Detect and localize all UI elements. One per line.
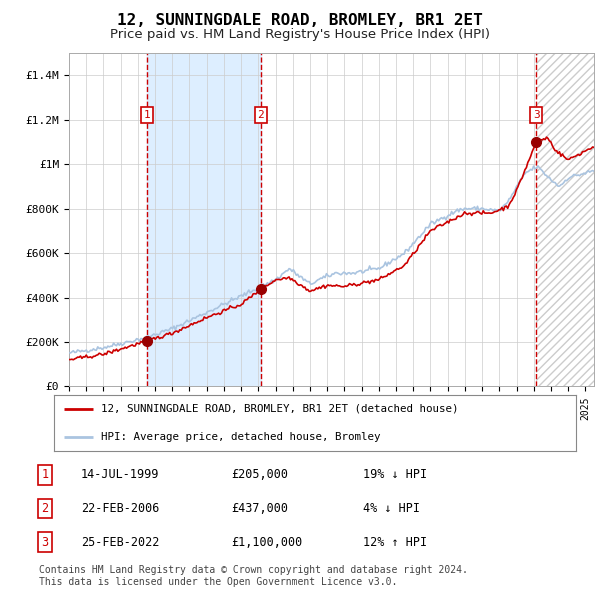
Text: 1: 1 — [41, 468, 49, 481]
Text: £205,000: £205,000 — [231, 468, 288, 481]
Bar — [147, 53, 261, 386]
Text: Price paid vs. HM Land Registry's House Price Index (HPI): Price paid vs. HM Land Registry's House … — [110, 28, 490, 41]
Text: 3: 3 — [533, 110, 540, 120]
Text: 12, SUNNINGDALE ROAD, BROMLEY, BR1 2ET (detached house): 12, SUNNINGDALE ROAD, BROMLEY, BR1 2ET (… — [101, 404, 458, 414]
Text: 2: 2 — [41, 502, 49, 515]
Text: 12% ↑ HPI: 12% ↑ HPI — [363, 536, 427, 549]
Text: 14-JUL-1999: 14-JUL-1999 — [81, 468, 160, 481]
Bar — [536, 53, 594, 386]
Text: 25-FEB-2022: 25-FEB-2022 — [81, 536, 160, 549]
Text: HPI: Average price, detached house, Bromley: HPI: Average price, detached house, Brom… — [101, 432, 380, 442]
Text: 22-FEB-2006: 22-FEB-2006 — [81, 502, 160, 515]
Text: £1,100,000: £1,100,000 — [231, 536, 302, 549]
Text: 19% ↓ HPI: 19% ↓ HPI — [363, 468, 427, 481]
Text: 4% ↓ HPI: 4% ↓ HPI — [363, 502, 420, 515]
Text: 2: 2 — [257, 110, 265, 120]
Text: 12, SUNNINGDALE ROAD, BROMLEY, BR1 2ET: 12, SUNNINGDALE ROAD, BROMLEY, BR1 2ET — [117, 13, 483, 28]
Text: £437,000: £437,000 — [231, 502, 288, 515]
Text: Contains HM Land Registry data © Crown copyright and database right 2024.
This d: Contains HM Land Registry data © Crown c… — [39, 565, 468, 587]
Text: 3: 3 — [41, 536, 49, 549]
Text: 1: 1 — [144, 110, 151, 120]
